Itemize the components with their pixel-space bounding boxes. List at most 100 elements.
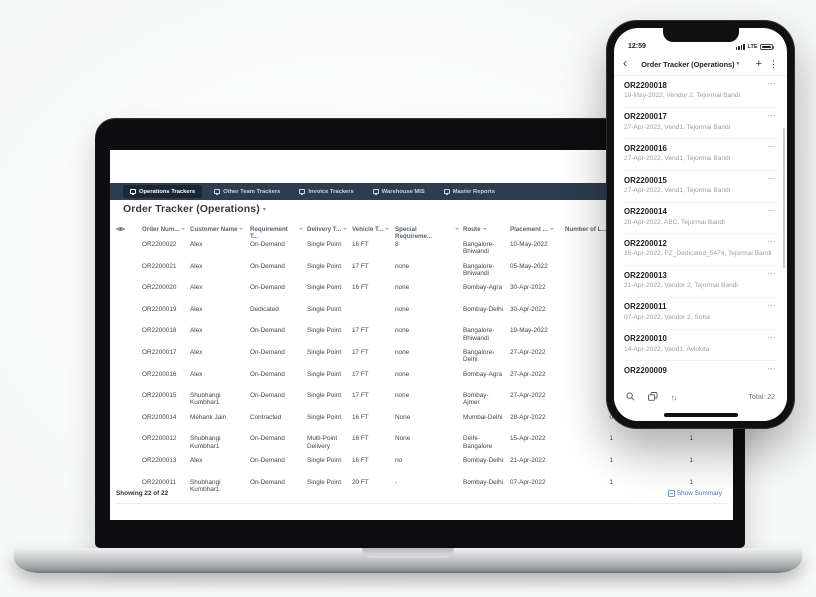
order-list-item[interactable]: OR2200009 ⋯: [624, 361, 777, 386]
cell-requirement-type: On-Demand: [250, 392, 285, 400]
cell-placement-date: 27-Apr-2022: [510, 348, 546, 356]
order-list-item[interactable]: OR2200016 27-Apr-2022, Vend1, Tejormai B…: [624, 139, 777, 172]
item-more-icon[interactable]: ⋯: [767, 110, 776, 120]
order-id: OR2200014: [624, 207, 667, 217]
table-row[interactable]: OR2200011 Shubhangi Kumbhar1 On-Demand S…: [116, 478, 727, 500]
show-summary-button[interactable]: Show Summary: [667, 490, 722, 497]
col-header-delivery-type[interactable]: Delivery T...: [307, 226, 352, 240]
sort-caret-icon: [181, 228, 186, 230]
table-row[interactable]: OR2200015 Shubhangi Kumbhar1 On-Demand S…: [116, 391, 727, 413]
item-more-icon[interactable]: ⋯: [767, 237, 776, 247]
title-dropdown-icon[interactable]: ▾: [262, 206, 266, 213]
table-row[interactable]: OR2200017 Alex On-Demand Single Point 17…: [116, 348, 727, 370]
item-more-icon[interactable]: ⋯: [767, 300, 776, 310]
add-record-button[interactable]: +: [755, 58, 762, 70]
order-subtitle: 27-Apr-2022, Vend1, Tejormai Bandi: [624, 123, 731, 131]
cell-route: Bombay-Ajmer: [463, 392, 489, 407]
table-row[interactable]: OR2200019 Alex Dedicated Single Point no…: [116, 305, 727, 327]
cell-vehicle-type: 16 FT: [352, 435, 369, 443]
more-menu-icon[interactable]: ⋮: [769, 59, 778, 69]
back-chevron-icon[interactable]: ‹: [623, 56, 627, 70]
nav-item-operations-trackers[interactable]: Operations Trackers: [123, 185, 203, 198]
table-row[interactable]: OR2200021 Alex On-Demand Single Point 17…: [116, 262, 727, 284]
order-list-item[interactable]: OR2200018 19-May-2022, Vendor 2, Tejorma…: [624, 76, 777, 108]
page-title-row: Order Tracker (Operations) ▾: [123, 203, 266, 215]
row-select-spacer: [116, 240, 142, 241]
table-row[interactable]: OR2200018 Alex On-Demand Single Point 17…: [116, 326, 727, 348]
table-row[interactable]: OR2200014 Mehank Jain Contracted Single …: [116, 413, 727, 435]
col-label: Placement ...: [510, 226, 548, 233]
cell-customer-name: Alex: [190, 262, 203, 270]
item-more-icon[interactable]: ⋯: [767, 332, 776, 342]
order-list-item[interactable]: OR2200010 14-Apr-2022, Vend1, Avlokita ⋯: [624, 330, 777, 362]
showing-count: Showing 22 of 22: [116, 490, 169, 497]
cell-delivery-type: Single Point: [307, 241, 342, 248]
cell-placement-date: 27-Apr-2022: [510, 392, 546, 400]
table-row[interactable]: OR2200016 Alex On-Demand Single Point 17…: [116, 370, 727, 392]
cell-delivery-type: Single Point: [307, 284, 342, 292]
cell-special-requirement: none: [395, 284, 410, 292]
item-more-icon[interactable]: ⋯: [767, 79, 776, 88]
col-header-customer-name[interactable]: Customer Name: [190, 226, 250, 240]
item-more-icon[interactable]: ⋯: [767, 205, 776, 215]
cell-special-requirement: no: [395, 456, 403, 464]
col-header-placement-date[interactable]: Placement ...: [510, 226, 565, 240]
cell-customer-name: Alex: [190, 284, 203, 292]
order-id: OR2200016: [624, 143, 667, 153]
order-list-item[interactable]: OR2200011 07-Apr-2022, Vendor 2, Soha ⋯: [624, 298, 777, 330]
eye-icon[interactable]: [116, 226, 142, 240]
order-list-item[interactable]: OR2200013 21-Apr-2022, Vendor 2, Tejorma…: [624, 266, 777, 298]
cell-special-requirement: none: [395, 392, 410, 400]
cell-customer-name: Shubhangi Kumbhar1: [190, 478, 221, 493]
col-header-special-requirement[interactable]: Special Requireme...: [395, 226, 463, 240]
col-header-route[interactable]: Route: [463, 226, 510, 240]
sort-icon[interactable]: ↑↓: [671, 392, 677, 402]
cell-placement-date: 19-May-2022: [510, 327, 548, 335]
cell-requirement-type: On-Demand: [250, 435, 285, 443]
cell-requirement-type: On-Demand: [250, 370, 285, 378]
table-row[interactable]: OR2200012 Shubhangi Kumbhar1 On-Demand M…: [116, 434, 727, 456]
order-list-item[interactable]: OR2200012 15-Apr-2022, PZ_Dedicated_5474…: [624, 234, 777, 267]
col-header-vehicle-type[interactable]: Vehicle T...: [352, 226, 395, 240]
row-select-spacer: [116, 348, 142, 349]
battery-icon: [760, 43, 775, 50]
cell-order-number: OR2200020: [142, 284, 177, 292]
item-more-icon[interactable]: ⋯: [767, 269, 776, 279]
search-icon[interactable]: [626, 388, 635, 406]
filter-icon[interactable]: [648, 388, 658, 406]
col-label: Requirement T...: [250, 226, 288, 240]
monitor-icon: [130, 189, 136, 195]
order-list-item[interactable]: OR2200015 27-Apr-2022, Vend1, Tejormai B…: [624, 171, 777, 203]
cell-requirement-type: On-Demand: [250, 262, 285, 270]
nav-item-warehouse-mis[interactable]: Warehouse MIS: [366, 185, 432, 198]
cell-customer-name: Alex: [190, 456, 203, 464]
cell-vehicle-type: 16 FT: [352, 413, 369, 421]
nav-item-master-reports[interactable]: Master Reports: [437, 185, 502, 198]
order-list-item[interactable]: OR2200017 27-Apr-2022, Vend1, Tejormai B…: [624, 108, 777, 140]
cell-delivery-type: Multi-Point Delivery: [307, 435, 338, 450]
col-header-requirement-type[interactable]: Requirement T...: [250, 226, 307, 240]
item-more-icon[interactable]: ⋯: [767, 364, 776, 374]
order-list-item[interactable]: OR2200014 28-Apr-2022, ABC, Tejormai Ban…: [624, 203, 777, 235]
nav-item-other-team-trackers[interactable]: Other Team Trackers: [207, 185, 287, 198]
status-icons: LTE: [735, 43, 775, 50]
cell-delivery-type: Single Point: [307, 262, 342, 270]
col-header-order-number[interactable]: Order Num...: [142, 226, 190, 240]
nav-item-invoice-trackers[interactable]: Invoice Trackers: [292, 185, 360, 198]
phone-title-dropdown[interactable]: Order Tracker (Operations) ▾: [627, 60, 754, 69]
table-row[interactable]: OR2200022 Alex On-Demand Single Point 16…: [116, 240, 727, 262]
cell-vehicle-type: 17 FT: [352, 348, 369, 356]
table-row[interactable]: OR2200020 Alex On-Demand Single Point 16…: [116, 283, 727, 305]
row-select-spacer: [116, 434, 142, 435]
phone-scrollbar[interactable]: [782, 128, 785, 268]
col-label: Special Requireme...: [395, 226, 433, 240]
item-more-icon[interactable]: ⋯: [767, 174, 776, 184]
cell-customer-name: Alex: [190, 370, 203, 378]
col-header-number-of-l[interactable]: Number of L...: [565, 226, 615, 240]
cell-customer-name: Mehank Jain: [190, 413, 227, 421]
order-subtitle: 19-May-2022, Vendor 2, Tejormai Bandi: [624, 92, 741, 99]
col-label: Delivery T...: [307, 226, 342, 233]
table-row[interactable]: OR2200013 Alex On-Demand Single Point 16…: [116, 456, 727, 478]
item-more-icon[interactable]: ⋯: [767, 142, 776, 152]
row-select-spacer: [116, 283, 142, 284]
